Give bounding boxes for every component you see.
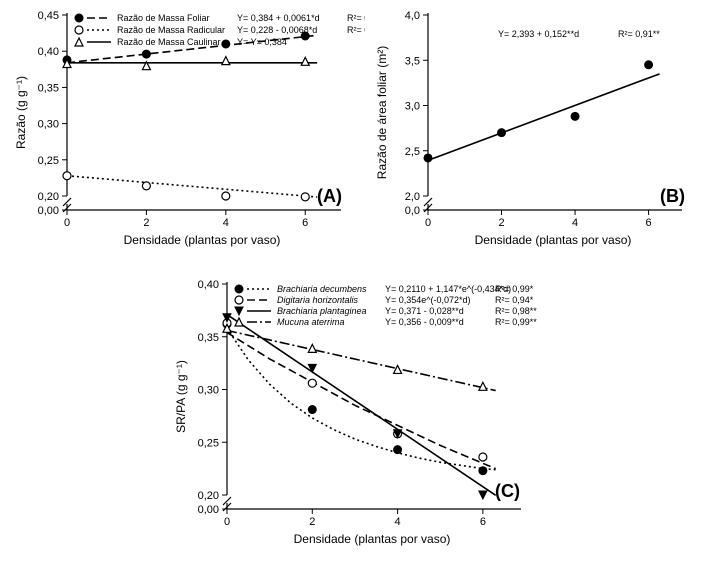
svg-text:(A): (A) [317,186,342,206]
svg-text:R²= 0,91*: R²= 0,91* [347,13,365,23]
svg-text:0: 0 [64,217,70,229]
svg-text:0,35: 0,35 [198,332,219,344]
svg-text:R²= 0,99*: R²= 0,99* [495,284,534,294]
svg-text:6: 6 [646,217,652,229]
svg-text:0,40: 0,40 [38,46,59,58]
panel-c-svg: 0 2 4 6 0,00 0,20 0,25 0,30 0,35 0,40 Densidade (p… [165,272,545,567]
panel-a-svg: 0 2 4 6 0,00 0,20 0,25 0,30 0,35 0,40 0,45 Densidad… [5,5,365,265]
panel-a: 0 2 4 6 0,00 0,20 0,25 0,30 0,35 0,40 0,45 Densidad… [5,5,365,265]
svg-text:2: 2 [143,217,149,229]
svg-text:2: 2 [309,516,315,528]
svg-text:R²= 0,98**: R²= 0,98** [495,306,537,316]
svg-text:0: 0 [425,217,431,229]
svg-text:Razão de área foliar (m²): Razão de área foliar (m²) [375,46,389,179]
svg-text:3,5: 3,5 [405,55,420,67]
svg-text:Brachiaria decumbens: Brachiaria decumbens [277,284,367,294]
panel-b: 0 2 4 6 0,0 2,0 2,5 3,0 3,5 4,0 Densidade (plantas… [370,5,696,265]
svg-text:Y= 2,393 + 0,152**d: Y= 2,393 + 0,152**d [498,29,579,39]
svg-text:Densidade (plantas por vaso): Densidade (plantas por vaso) [124,233,281,247]
svg-text:4: 4 [395,516,401,528]
svg-text:Razão de Massa Radicular: Razão de Massa Radicular [117,25,225,35]
svg-text:6: 6 [480,516,486,528]
figure-root: 02460,000,200,250,300,350,400,45Densidad… [0,0,701,571]
svg-text:0,00: 0,00 [198,504,219,516]
svg-text:Mucuna aterrima: Mucuna aterrima [277,317,345,327]
svg-text:Y= 0,371 - 0,028**d: Y= 0,371 - 0,028**d [385,306,464,316]
svg-text:0,40: 0,40 [198,279,219,291]
svg-text:2,0: 2,0 [405,191,420,203]
svg-text:Digitaria horizontalis: Digitaria horizontalis [277,295,359,305]
svg-text:R²= 0,99**: R²= 0,99** [495,317,537,327]
svg-text:Y= 0,228 - 0,0068*d: Y= 0,228 - 0,0068*d [237,25,317,35]
svg-text:Y= Y= 0,384: Y= Y= 0,384 [237,37,287,47]
svg-text:(C): (C) [495,481,520,501]
svg-text:R²= 0,91**: R²= 0,91** [618,29,660,39]
svg-text:0: 0 [224,516,230,528]
panel-c: 0 2 4 6 0,00 0,20 0,25 0,30 0,35 0,40 Densidade (p… [165,272,545,567]
svg-text:R²= 0,98*: R²= 0,98* [347,25,365,35]
svg-text:4,0: 4,0 [405,10,420,22]
svg-text:Razão (g g⁻¹): Razão (g g⁻¹) [14,76,28,149]
svg-text:0,35: 0,35 [38,82,59,94]
svg-text:6: 6 [302,217,308,229]
svg-text:2,5: 2,5 [405,146,420,158]
svg-text:0,0: 0,0 [405,205,420,217]
svg-text:Y= 0,2110 + 1,147*e^(-0,434*d): Y= 0,2110 + 1,147*e^(-0,434*d) [385,284,511,294]
panel-b-svg: 0 2 4 6 0,0 2,0 2,5 3,0 3,5 4,0 Densidade (plantas… [370,5,696,265]
svg-text:0,20: 0,20 [38,191,59,203]
svg-text:Brachiaria plantaginea: Brachiaria plantaginea [277,306,367,316]
svg-text:0,20: 0,20 [198,490,219,502]
svg-text:Y= 0,354e^(-0,072*d): Y= 0,354e^(-0,072*d) [385,295,471,305]
svg-text:Y= 0,384 + 0,0061*d: Y= 0,384 + 0,0061*d [237,13,320,23]
svg-text:4: 4 [572,217,578,229]
svg-text:4: 4 [223,217,229,229]
svg-text:(B): (B) [660,186,685,206]
svg-text:0,30: 0,30 [38,119,59,131]
svg-text:0,30: 0,30 [198,385,219,397]
svg-text:SR/PA (g g⁻¹): SR/PA (g g⁻¹) [174,360,188,433]
svg-text:R²= 0,94*: R²= 0,94* [495,295,534,305]
svg-text:Razão de Massa Foliar: Razão de Massa Foliar [117,13,210,23]
svg-text:Densidade (plantas por vaso): Densidade (plantas por vaso) [475,233,632,247]
svg-text:0,45: 0,45 [38,10,59,22]
svg-text:3,0: 3,0 [405,101,420,113]
svg-text:0,25: 0,25 [38,155,59,167]
svg-text:Densidade (plantas por vaso): Densidade (plantas por vaso) [294,532,451,546]
svg-text:0,00: 0,00 [38,205,59,217]
svg-text:2: 2 [498,217,504,229]
svg-text:Razão de Massa Caulinar: Razão de Massa Caulinar [117,37,221,47]
svg-text:0,25: 0,25 [198,437,219,449]
svg-text:Y= 0,356 - 0,009**d: Y= 0,356 - 0,009**d [385,317,464,327]
